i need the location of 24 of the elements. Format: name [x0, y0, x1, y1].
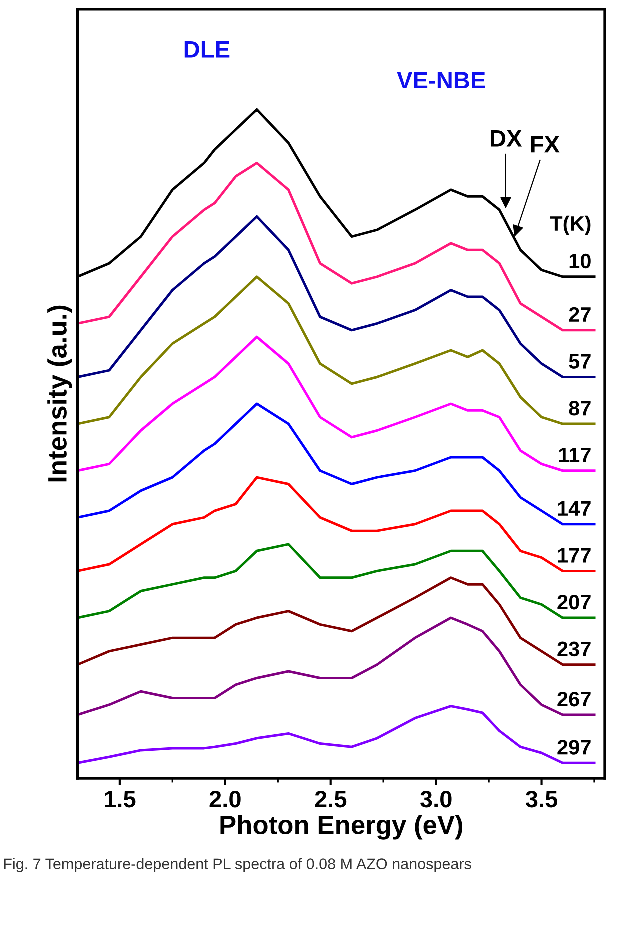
x-axis-title: Photon Energy (eV) [220, 815, 463, 840]
series-label: 237 [558, 642, 591, 657]
legend-title: T(K) [550, 216, 591, 236]
series-label: 27 [569, 307, 591, 322]
text: VE-NBE [397, 72, 486, 89]
series-label: 87 [569, 401, 591, 416]
series-label: 10 [570, 254, 591, 269]
annotation: FX [531, 136, 560, 153]
series-label: 147 [558, 502, 591, 516]
x-tick-label: 2.5 [315, 790, 347, 808]
series-label: 297 [558, 740, 591, 755]
x-tick-label: 3.5 [526, 790, 558, 808]
x-tick-label: 3.0 [420, 790, 452, 808]
annotation: DX [491, 130, 522, 147]
text: DLE [184, 42, 230, 58]
series-label: 207 [558, 594, 591, 610]
caption: Fig. 7 Temperature-dependent PL spectra of 0.08 M AZO nanospears [4, 858, 472, 873]
series-label: 57 [569, 354, 591, 369]
series-label: 117 [559, 448, 591, 462]
x-tick-label: 1.5 [105, 791, 136, 808]
series-label: 177 [558, 548, 591, 563]
series-label: 267 [558, 692, 591, 707]
x-tick-label: 2.0 [210, 790, 241, 808]
y-axis-title: Intensity (a.u.) [48, 306, 72, 482]
